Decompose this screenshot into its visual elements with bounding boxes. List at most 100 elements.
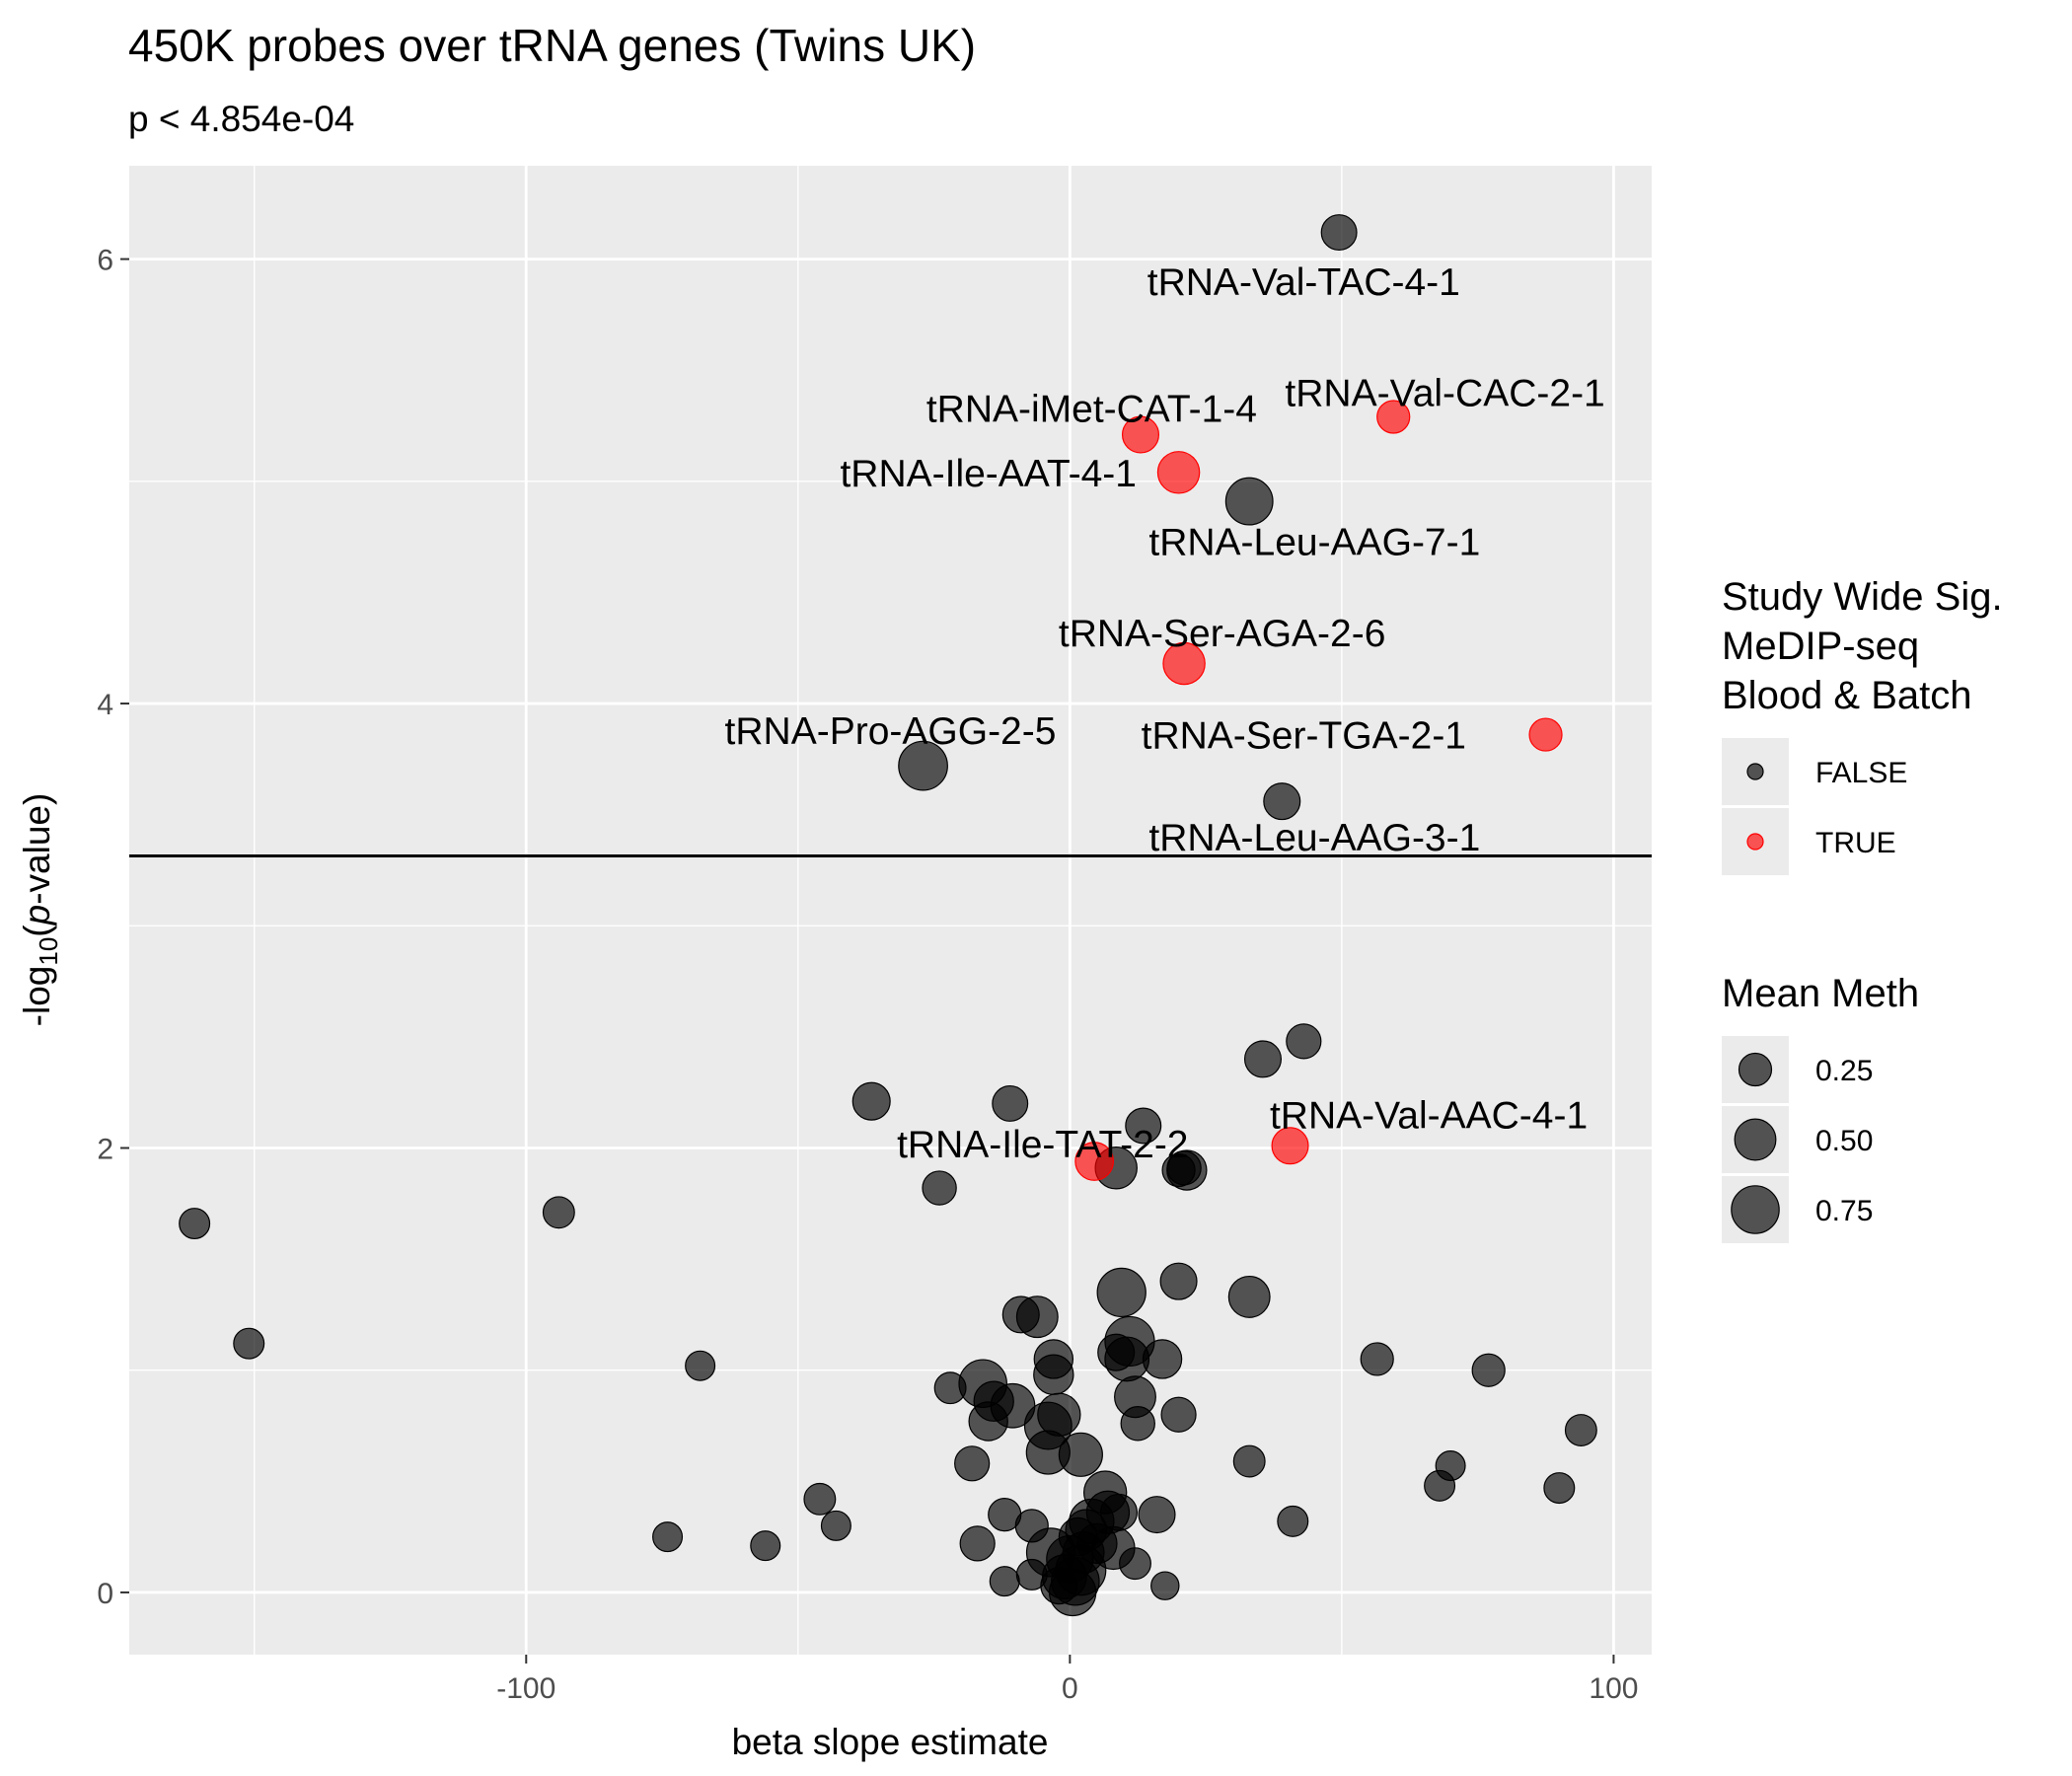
y-tick-label: 2 xyxy=(97,1133,113,1165)
data-point xyxy=(1138,1496,1176,1534)
data-point xyxy=(1543,1472,1576,1505)
y-axis: 0 2 4 6 xyxy=(97,245,129,1610)
x-axis-title: beta slope estimate xyxy=(732,1722,1049,1762)
y-tick-label: 6 xyxy=(97,245,113,277)
data-point xyxy=(1033,1354,1074,1395)
data-point xyxy=(1263,782,1301,821)
data-point xyxy=(820,1510,851,1541)
x-tick-label: 100 xyxy=(1589,1672,1638,1705)
data-point xyxy=(992,1084,1029,1122)
data-point xyxy=(179,1208,211,1240)
chart-title: 450K probes over tRNA genes (Twins UK) xyxy=(128,20,976,71)
data-point-significant xyxy=(1376,400,1411,434)
legend-swatch-true xyxy=(1746,833,1764,851)
data-point xyxy=(1160,1396,1197,1433)
legend-swatch-false xyxy=(1746,763,1764,780)
legend-size-title: Mean Meth xyxy=(1722,972,1919,1015)
legend-size-label-1: 0.50 xyxy=(1815,1125,1873,1157)
data-point xyxy=(542,1196,575,1229)
legend-size-swatch-1 xyxy=(1734,1118,1777,1161)
major-gridlines xyxy=(129,166,1652,1655)
point-label: tRNA-Pro-AGG-2-5 xyxy=(725,710,1057,753)
legend-size-swatch-0 xyxy=(1738,1052,1773,1087)
y-axis-title: -log10(p-value) xyxy=(17,793,63,1027)
data-point xyxy=(1243,1040,1283,1078)
data-point xyxy=(1424,1469,1456,1502)
point-label: tRNA-Val-TAC-4-1 xyxy=(1147,261,1460,304)
data-points xyxy=(179,214,1597,1617)
data-point xyxy=(954,1445,991,1482)
legend-size-label-0: 0.25 xyxy=(1815,1055,1873,1087)
legend-size-label-2: 0.75 xyxy=(1815,1195,1873,1227)
data-point xyxy=(959,1525,996,1562)
data-point xyxy=(1277,1505,1309,1537)
data-point xyxy=(1001,1295,1040,1334)
point-label: tRNA-Ser-AGA-2-6 xyxy=(1059,613,1386,655)
x-tick-label: 0 xyxy=(1062,1672,1078,1705)
x-axis: -100 0 100 xyxy=(496,1655,1638,1705)
data-point-significant xyxy=(1156,451,1201,494)
data-point xyxy=(685,1350,716,1381)
data-point xyxy=(898,740,948,791)
data-point-significant xyxy=(1271,1127,1309,1165)
x-tick-label: -100 xyxy=(496,1672,555,1705)
data-point xyxy=(1159,1262,1198,1300)
data-point xyxy=(1040,1567,1078,1605)
data-point xyxy=(233,1327,265,1360)
legend-color-title-line-3: Blood & Batch xyxy=(1722,674,1972,717)
legend-label-false: FALSE xyxy=(1815,757,1907,789)
point-label: tRNA-Ile-AAT-4-1 xyxy=(840,453,1137,495)
data-point xyxy=(750,1530,781,1562)
data-point xyxy=(922,1170,957,1206)
data-point xyxy=(803,1482,837,1516)
data-point xyxy=(1062,1530,1105,1574)
legend: Study Wide Sig. MeDIP-seq Blood & Batch … xyxy=(1722,575,2003,1243)
y-axis-title-italic: p xyxy=(17,905,57,926)
minor-gridlines xyxy=(129,166,1652,1655)
data-point-significant xyxy=(1074,1142,1115,1181)
point-label: tRNA-Val-AAC-4-1 xyxy=(1270,1095,1588,1138)
data-point xyxy=(1142,1339,1183,1379)
y-tick-label: 0 xyxy=(97,1578,113,1610)
point-label: tRNA-Leu-AAG-7-1 xyxy=(1148,522,1480,564)
data-point xyxy=(1096,1267,1147,1318)
data-point xyxy=(652,1521,684,1553)
y-axis-title-prefix: -log xyxy=(17,966,57,1027)
data-point-significant xyxy=(1528,717,1563,752)
data-point xyxy=(1097,1333,1136,1371)
legend-color-title-line-1: Study Wide Sig. xyxy=(1722,575,2003,619)
point-label: tRNA-Ser-TGA-2-1 xyxy=(1142,715,1466,758)
data-point xyxy=(1564,1414,1597,1446)
data-point xyxy=(933,1371,967,1405)
data-point-significant xyxy=(1121,415,1160,454)
y-axis-title-suffix: -value) xyxy=(17,793,57,905)
data-point xyxy=(1471,1353,1506,1387)
data-point xyxy=(989,1566,1020,1597)
point-label: tRNA-iMet-CAT-1-4 xyxy=(926,388,1257,430)
point-label: tRNA-Val-CAC-2-1 xyxy=(1285,373,1604,415)
y-axis-title-subscript: 10 xyxy=(34,937,63,966)
data-point xyxy=(1224,477,1274,526)
data-point xyxy=(1119,1547,1151,1581)
data-point xyxy=(1320,214,1358,252)
legend-color-title-line-2: MeDIP-seq xyxy=(1722,625,1919,668)
legend-size-swatch-2 xyxy=(1731,1185,1780,1234)
data-point xyxy=(1232,1444,1266,1478)
legend-label-true: TRUE xyxy=(1815,827,1896,859)
point-labels: tRNA-Val-TAC-4-1 tRNA-Val-CAC-2-1 tRNA-iMe… xyxy=(725,261,1605,1166)
data-point xyxy=(1125,1107,1162,1145)
data-point-significant xyxy=(1162,641,1206,686)
chart-subtitle: p < 4.854e-04 xyxy=(128,99,354,139)
data-point xyxy=(1286,1023,1322,1060)
data-point xyxy=(851,1081,891,1121)
y-tick-label: 4 xyxy=(97,689,113,721)
data-point xyxy=(1058,1432,1103,1477)
data-point xyxy=(1161,1152,1196,1188)
data-point xyxy=(1360,1342,1394,1376)
data-point xyxy=(1150,1571,1180,1600)
data-point xyxy=(1120,1406,1155,1442)
data-point xyxy=(1227,1275,1271,1318)
point-label: tRNA-Leu-AAG-3-1 xyxy=(1148,817,1480,859)
point-label: tRNA-Ile-TAT-2-2 xyxy=(897,1124,1188,1166)
